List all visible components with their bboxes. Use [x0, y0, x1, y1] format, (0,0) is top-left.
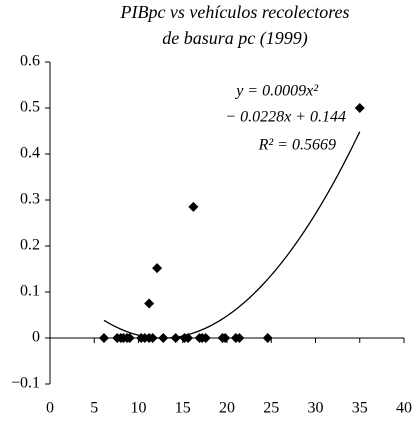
marker: [220, 333, 231, 343]
y-tick-label: 0.1: [20, 283, 40, 300]
y-tick-label: 0.5: [20, 99, 40, 116]
marker: [152, 263, 163, 274]
marker: [354, 103, 365, 113]
marker: [234, 333, 245, 343]
x-tick-label: 15: [175, 400, 191, 417]
equation: − 0.0228x + 0.144: [225, 109, 346, 126]
marker: [144, 298, 155, 309]
y-tick-label: 0: [32, 329, 40, 346]
chart-title: PIBpc vs vehículos recolectores: [119, 2, 349, 22]
x-tick-label: 20: [219, 400, 235, 417]
x-tick-label: 30: [308, 400, 324, 417]
r-squared: R² = 0.5669: [258, 137, 336, 154]
x-tick-label: 25: [263, 400, 279, 417]
trendline: [103, 131, 361, 339]
x-tick-label: 0: [46, 400, 54, 417]
x-tick-label: 5: [90, 400, 98, 417]
y-tick-label: −0.1: [11, 375, 40, 392]
marker: [170, 333, 181, 343]
marker: [124, 333, 135, 343]
equation: y = 0.0009x²: [234, 83, 319, 100]
y-tick-label: 0.6: [20, 53, 40, 70]
marker: [262, 333, 273, 343]
marker: [98, 333, 109, 343]
marker: [188, 201, 199, 212]
y-tick-label: 0.4: [20, 145, 40, 162]
x-tick-label: 10: [131, 400, 147, 417]
x-tick-label: 35: [352, 400, 368, 417]
y-tick-label: 0.2: [20, 237, 40, 254]
chart-title: de basura pc (1999): [162, 28, 307, 49]
y-tick-label: 0.3: [20, 191, 40, 208]
x-tick-label: 40: [396, 400, 412, 417]
marker: [200, 333, 211, 343]
